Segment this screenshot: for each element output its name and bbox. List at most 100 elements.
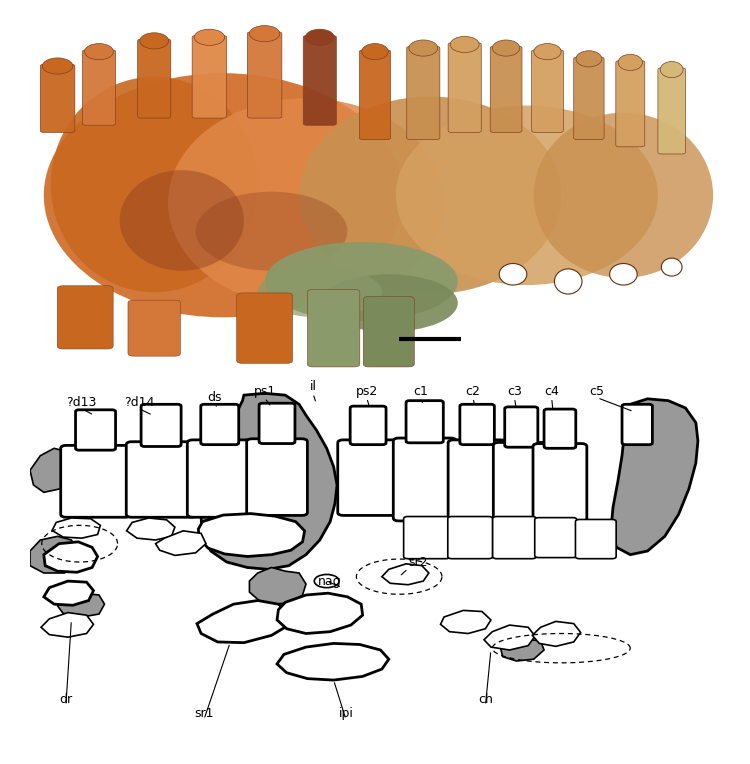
- FancyBboxPatch shape: [493, 516, 536, 558]
- Text: c5: c5: [590, 385, 604, 398]
- Polygon shape: [58, 593, 104, 617]
- Ellipse shape: [250, 26, 280, 42]
- Polygon shape: [30, 536, 78, 573]
- Polygon shape: [382, 564, 429, 584]
- FancyBboxPatch shape: [308, 290, 360, 367]
- Text: ds: ds: [208, 390, 222, 403]
- FancyBboxPatch shape: [490, 47, 522, 132]
- Ellipse shape: [320, 274, 458, 332]
- Ellipse shape: [258, 267, 382, 317]
- Ellipse shape: [409, 40, 438, 56]
- Polygon shape: [30, 448, 75, 492]
- FancyBboxPatch shape: [535, 518, 577, 558]
- FancyBboxPatch shape: [126, 442, 196, 517]
- FancyBboxPatch shape: [128, 300, 181, 356]
- Ellipse shape: [534, 44, 561, 60]
- Circle shape: [314, 575, 339, 588]
- FancyBboxPatch shape: [406, 47, 439, 140]
- Polygon shape: [250, 568, 306, 604]
- Ellipse shape: [610, 264, 638, 285]
- Text: ps1: ps1: [254, 385, 276, 398]
- Text: c1: c1: [413, 385, 428, 398]
- FancyBboxPatch shape: [138, 39, 171, 118]
- Ellipse shape: [500, 264, 526, 285]
- Text: il: il: [310, 380, 316, 393]
- FancyBboxPatch shape: [247, 439, 308, 516]
- FancyBboxPatch shape: [574, 57, 604, 140]
- FancyBboxPatch shape: [248, 32, 282, 118]
- Ellipse shape: [168, 99, 444, 306]
- Ellipse shape: [362, 44, 388, 60]
- FancyBboxPatch shape: [622, 404, 652, 445]
- Ellipse shape: [618, 54, 643, 70]
- Polygon shape: [532, 621, 580, 646]
- Ellipse shape: [85, 44, 113, 60]
- Text: nag: nag: [318, 575, 342, 588]
- FancyBboxPatch shape: [141, 404, 181, 446]
- FancyBboxPatch shape: [532, 50, 563, 132]
- FancyBboxPatch shape: [448, 440, 506, 521]
- FancyBboxPatch shape: [448, 43, 482, 132]
- FancyBboxPatch shape: [505, 407, 538, 447]
- FancyBboxPatch shape: [448, 516, 493, 558]
- Ellipse shape: [140, 33, 169, 49]
- Text: ?d14: ?d14: [124, 396, 154, 409]
- Text: dr: dr: [59, 693, 73, 706]
- Polygon shape: [127, 518, 175, 540]
- Ellipse shape: [120, 170, 244, 270]
- Ellipse shape: [51, 77, 258, 293]
- FancyBboxPatch shape: [57, 286, 113, 349]
- Ellipse shape: [660, 62, 683, 78]
- Text: sr1: sr1: [194, 707, 214, 720]
- FancyBboxPatch shape: [192, 35, 226, 118]
- Text: sr2: sr2: [408, 555, 428, 568]
- Ellipse shape: [554, 269, 582, 294]
- Polygon shape: [440, 610, 491, 633]
- FancyBboxPatch shape: [40, 64, 75, 132]
- Ellipse shape: [305, 29, 334, 45]
- FancyBboxPatch shape: [544, 409, 576, 448]
- Text: ipi: ipi: [338, 707, 353, 720]
- Ellipse shape: [450, 37, 479, 53]
- Polygon shape: [44, 542, 98, 572]
- Polygon shape: [155, 531, 206, 555]
- FancyBboxPatch shape: [350, 406, 386, 445]
- Polygon shape: [201, 393, 337, 569]
- Polygon shape: [41, 613, 94, 637]
- Text: c2: c2: [466, 385, 481, 398]
- Text: ch: ch: [478, 693, 493, 706]
- FancyBboxPatch shape: [82, 50, 116, 125]
- FancyBboxPatch shape: [188, 440, 252, 517]
- Ellipse shape: [299, 96, 561, 294]
- FancyBboxPatch shape: [61, 445, 130, 517]
- FancyBboxPatch shape: [303, 35, 336, 125]
- FancyBboxPatch shape: [575, 520, 616, 558]
- FancyBboxPatch shape: [404, 516, 450, 558]
- FancyBboxPatch shape: [363, 296, 414, 367]
- FancyBboxPatch shape: [393, 438, 456, 521]
- Polygon shape: [52, 518, 100, 538]
- Text: c3: c3: [507, 385, 522, 398]
- Ellipse shape: [196, 192, 347, 270]
- Polygon shape: [44, 581, 94, 605]
- Text: ?d13: ?d13: [67, 396, 97, 409]
- FancyBboxPatch shape: [76, 410, 116, 450]
- FancyBboxPatch shape: [406, 400, 443, 443]
- Polygon shape: [277, 643, 388, 680]
- FancyBboxPatch shape: [494, 442, 549, 521]
- Polygon shape: [277, 593, 362, 633]
- FancyBboxPatch shape: [201, 404, 238, 445]
- FancyBboxPatch shape: [359, 50, 391, 140]
- Ellipse shape: [43, 58, 73, 74]
- Ellipse shape: [265, 242, 458, 321]
- Polygon shape: [197, 601, 291, 643]
- FancyBboxPatch shape: [460, 404, 494, 445]
- Ellipse shape: [396, 105, 658, 285]
- FancyBboxPatch shape: [237, 293, 292, 364]
- Polygon shape: [198, 513, 304, 556]
- Ellipse shape: [194, 29, 224, 45]
- Polygon shape: [500, 639, 544, 661]
- Ellipse shape: [44, 73, 403, 317]
- Polygon shape: [611, 399, 698, 555]
- FancyBboxPatch shape: [259, 403, 295, 444]
